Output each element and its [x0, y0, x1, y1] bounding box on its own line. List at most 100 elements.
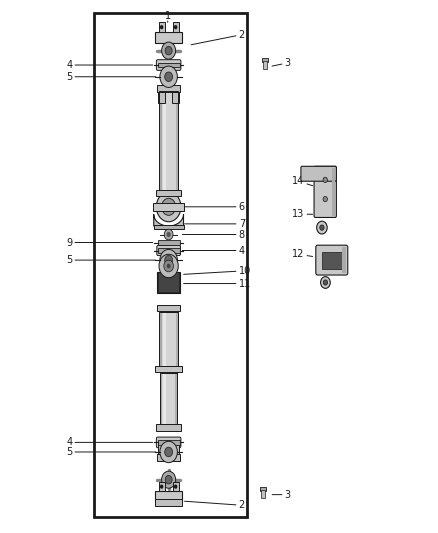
Bar	[342, 247, 346, 273]
Bar	[173, 22, 179, 32]
Bar	[158, 62, 180, 67]
Text: 13: 13	[292, 209, 313, 219]
Circle shape	[165, 447, 173, 457]
Circle shape	[165, 255, 173, 265]
Bar	[158, 240, 180, 245]
Circle shape	[166, 232, 171, 237]
Text: 4: 4	[66, 60, 153, 70]
Bar	[157, 454, 180, 461]
Text: 5: 5	[66, 72, 156, 82]
Circle shape	[323, 197, 327, 202]
Circle shape	[165, 72, 173, 82]
Text: 8: 8	[182, 230, 245, 239]
Circle shape	[167, 264, 170, 268]
Bar	[154, 225, 184, 229]
Circle shape	[160, 25, 163, 29]
Bar	[262, 58, 268, 62]
Text: 12: 12	[292, 249, 313, 259]
Circle shape	[164, 229, 173, 240]
Polygon shape	[154, 214, 184, 226]
Bar	[176, 312, 178, 368]
FancyBboxPatch shape	[316, 245, 348, 275]
Circle shape	[160, 484, 163, 489]
Bar	[159, 312, 178, 368]
Bar	[158, 92, 165, 103]
Bar	[94, 13, 247, 517]
Circle shape	[156, 192, 181, 222]
Bar	[260, 487, 266, 491]
FancyBboxPatch shape	[301, 166, 336, 181]
Bar	[158, 248, 180, 253]
Bar	[159, 22, 165, 32]
Bar	[155, 366, 182, 372]
Circle shape	[165, 475, 172, 484]
Bar	[157, 305, 180, 311]
Bar	[263, 61, 267, 69]
Bar	[160, 373, 177, 426]
Bar	[160, 373, 162, 426]
Circle shape	[159, 254, 178, 278]
Bar	[159, 482, 165, 491]
Bar	[158, 440, 180, 445]
Circle shape	[162, 42, 176, 59]
Text: 11: 11	[184, 279, 251, 288]
Bar	[160, 249, 177, 252]
Text: 4: 4	[182, 246, 245, 255]
FancyBboxPatch shape	[156, 437, 181, 448]
Circle shape	[162, 471, 176, 488]
Text: 10: 10	[184, 266, 251, 276]
Bar	[159, 312, 162, 368]
Bar	[155, 491, 182, 502]
Bar	[163, 373, 166, 426]
Text: 2: 2	[191, 30, 245, 45]
Bar	[159, 91, 178, 192]
Text: 3: 3	[272, 58, 291, 68]
Circle shape	[160, 66, 177, 87]
Bar	[322, 252, 342, 269]
Bar	[155, 32, 182, 43]
Circle shape	[174, 484, 177, 489]
Bar	[159, 273, 179, 292]
Text: 5: 5	[66, 255, 156, 265]
Bar	[158, 442, 165, 454]
Text: 7: 7	[184, 219, 245, 229]
Bar	[157, 85, 180, 92]
Bar	[155, 499, 182, 506]
Bar	[156, 424, 181, 431]
Bar	[159, 312, 178, 368]
Bar	[153, 203, 184, 211]
Bar	[159, 91, 162, 192]
Circle shape	[174, 25, 177, 29]
Text: 3: 3	[272, 490, 291, 499]
Bar	[261, 490, 265, 498]
Bar	[175, 373, 177, 426]
Circle shape	[323, 177, 327, 182]
Bar	[159, 91, 178, 192]
Circle shape	[317, 221, 327, 234]
Circle shape	[165, 46, 172, 55]
Bar	[156, 190, 181, 196]
Bar	[160, 373, 177, 426]
Bar	[173, 482, 179, 491]
Circle shape	[160, 249, 177, 271]
Text: 6: 6	[184, 202, 245, 212]
Bar	[332, 168, 335, 216]
Text: 1: 1	[165, 11, 171, 22]
Circle shape	[160, 441, 177, 463]
Text: 14: 14	[292, 176, 313, 186]
Bar	[157, 272, 180, 293]
Text: 5: 5	[66, 447, 156, 457]
FancyBboxPatch shape	[156, 60, 181, 70]
Circle shape	[323, 280, 328, 285]
Bar	[160, 63, 177, 67]
FancyBboxPatch shape	[314, 166, 336, 217]
Text: 2: 2	[184, 500, 245, 510]
Bar	[160, 440, 177, 445]
Text: 9: 9	[66, 238, 153, 247]
Bar	[163, 312, 166, 368]
Circle shape	[320, 225, 324, 230]
Circle shape	[162, 198, 176, 215]
Bar	[163, 91, 166, 192]
Bar	[176, 91, 178, 192]
Circle shape	[164, 260, 173, 272]
